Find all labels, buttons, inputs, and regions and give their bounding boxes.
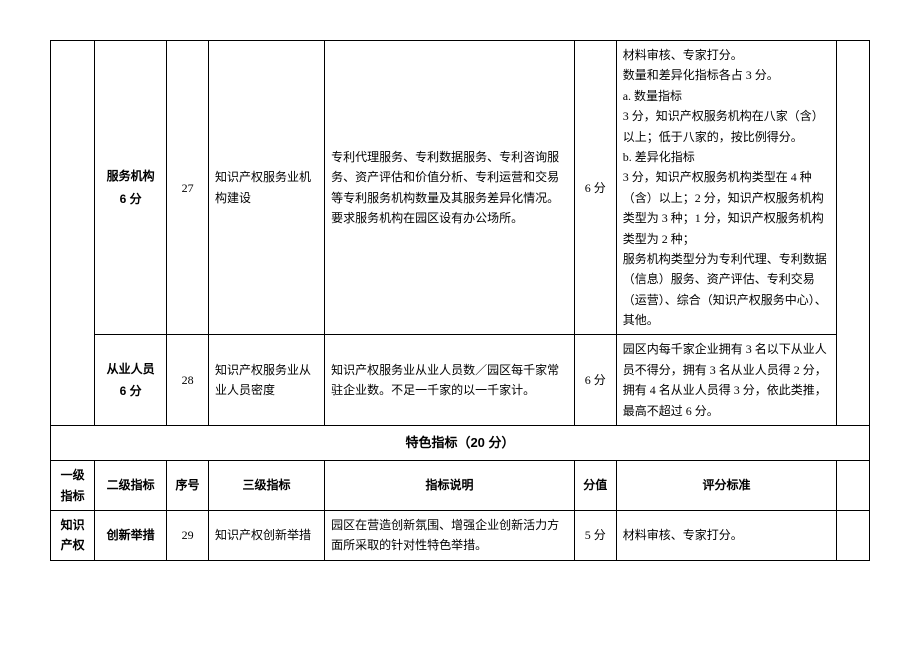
hdr-empty [837,461,870,511]
lvl1-cell: 知识产权 [51,510,95,560]
hdr-seq: 序号 [167,461,209,511]
criteria-cell: 材料审核、专家打分。 [616,510,837,560]
lvl2-cell-staff: 从业人员 6 分 [95,335,167,426]
seq-cell: 28 [167,335,209,426]
section-title: 特色指标（20 分） [51,426,870,461]
desc-cell: 园区在营造创新氛围、增强企业创新活力方面所采取的针对性特色举措。 [325,510,575,560]
lvl1-cell-empty [51,41,95,426]
score-cell: 6 分 [574,41,616,335]
lvl2-score: 6 分 [101,189,160,209]
table-row: 知识产权 创新举措 29 知识产权创新举措 园区在营造创新氛围、增强企业创新活力… [51,510,870,560]
hdr-desc: 指标说明 [325,461,575,511]
seq-cell: 27 [167,41,209,335]
hdr-lvl1: 一级指标 [51,461,95,511]
hdr-lvl3: 三级指标 [208,461,324,511]
trailing-empty-cell [837,510,870,560]
desc-cell: 专利代理服务、专利数据服务、专利咨询服务、资产评估和价值分析、专利运营和交易等专… [325,41,575,335]
criteria-cell: 园区内每千家企业拥有 3 名以下从业人员不得分，拥有 3 名从业人员得 2 分，… [616,335,837,426]
score-cell: 5 分 [574,510,616,560]
lvl3-cell: 知识产权服务业机构建设 [208,41,324,335]
lvl3-cell: 知识产权创新举措 [208,510,324,560]
table-row: 从业人员 6 分 28 知识产权服务业从业人员密度 知识产权服务业从业人员数／园… [51,335,870,426]
table-row: 服务机构 6 分 27 知识产权服务业机构建设 专利代理服务、专利数据服务、专利… [51,41,870,335]
lvl2-name: 从业人员 [107,362,155,376]
lvl3-cell: 知识产权服务业从业人员密度 [208,335,324,426]
trailing-empty-cell [837,41,870,426]
hdr-score: 分值 [574,461,616,511]
scoring-table: 服务机构 6 分 27 知识产权服务业机构建设 专利代理服务、专利数据服务、专利… [50,40,870,561]
header-row: 一级指标 二级指标 序号 三级指标 指标说明 分值 评分标准 [51,461,870,511]
section-title-row: 特色指标（20 分） [51,426,870,461]
seq-cell: 29 [167,510,209,560]
lvl2-score: 6 分 [101,381,160,401]
criteria-cell: 材料审核、专家打分。 数量和差异化指标各占 3 分。 a. 数量指标 3 分，知… [616,41,837,335]
lvl2-cell-service-org: 服务机构 6 分 [95,41,167,335]
score-cell: 6 分 [574,335,616,426]
lvl2-cell-innovation: 创新举措 [95,510,167,560]
desc-cell: 知识产权服务业从业人员数／园区每千家常驻企业数。不足一千家的以一千家计。 [325,335,575,426]
hdr-criteria: 评分标准 [616,461,837,511]
lvl2-name: 服务机构 [107,169,155,183]
hdr-lvl2: 二级指标 [95,461,167,511]
